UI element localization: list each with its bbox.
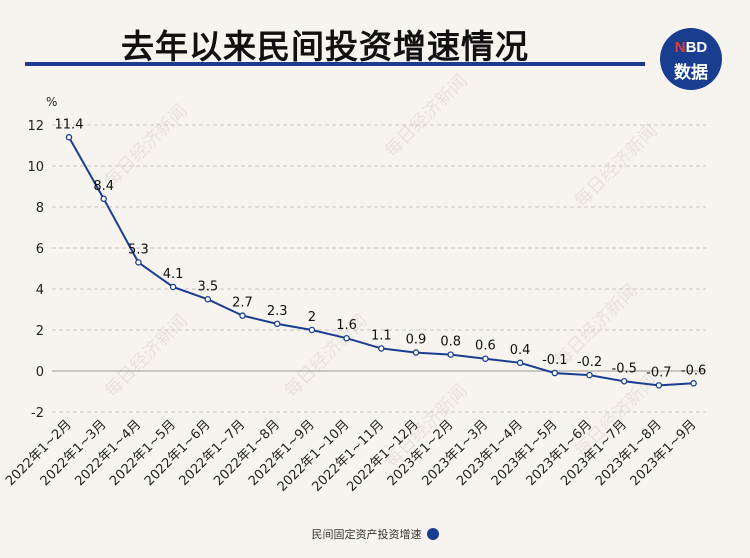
data-point <box>169 283 177 291</box>
data-point <box>100 195 107 203</box>
data-point <box>204 295 212 303</box>
header: 去年以来民间投资增速情况 NBD 数据 <box>0 0 750 90</box>
data-label: 3.5 <box>197 279 218 294</box>
watermark-text: 每日经济新闻 <box>381 71 472 162</box>
data-point <box>516 359 524 367</box>
data-labels: 11.4 8.4 5.3 4.1 3.5 2.7 2.3 2 1.6 1.1 0.9 0.8 0.6 0.… <box>55 117 707 380</box>
data-label: -0.2 <box>577 355 602 370</box>
y-tick-label: 12 <box>27 119 44 134</box>
y-tick-label: -2 <box>31 406 44 421</box>
data-label: 2.3 <box>267 304 288 319</box>
y-tick-label: 10 <box>27 160 44 175</box>
data-label: 5.3 <box>128 242 149 257</box>
data-label: 0.6 <box>475 339 496 354</box>
y-tick-label: 6 <box>36 242 44 257</box>
data-label: 11.4 <box>55 117 84 132</box>
watermark-text: 每日经济新闻 <box>101 311 192 402</box>
y-axis-unit: % <box>46 95 57 109</box>
legend: 民间固定资产投资增速 <box>0 526 750 542</box>
data-point <box>273 320 281 328</box>
data-label: -0.1 <box>542 353 567 368</box>
y-axis: -2 0 2 4 6 8 10 12 <box>27 119 44 421</box>
data-label: -0.5 <box>612 361 637 376</box>
data-label: 1.6 <box>336 318 357 333</box>
logo-subtitle: 数据 <box>674 63 708 83</box>
data-point <box>308 326 316 334</box>
data-point <box>551 369 559 377</box>
data-label: 8.4 <box>93 179 114 194</box>
data-point <box>586 371 593 379</box>
logo-wordmark: NBD <box>660 39 722 56</box>
data-label: 0.8 <box>440 335 461 350</box>
watermark-text: 每日经济新闻 <box>101 101 192 192</box>
y-tick-label: 2 <box>36 324 44 339</box>
y-tick-label: 8 <box>36 201 44 216</box>
data-point <box>378 345 385 352</box>
data-point <box>65 134 73 141</box>
legend-label: 民间固定资产投资增速 <box>311 528 422 541</box>
chart-title: 去年以来民间投资增速情况 <box>121 27 529 66</box>
data-label: 2 <box>308 310 316 325</box>
data-label: -0.6 <box>681 363 706 378</box>
data-label: 0.9 <box>406 333 427 348</box>
logo-letters-bd: BD <box>685 39 708 56</box>
data-label: 1.1 <box>371 328 392 343</box>
data-points <box>65 134 697 389</box>
data-point <box>412 349 420 356</box>
data-point <box>447 351 454 358</box>
data-label: 0.4 <box>510 343 531 358</box>
data-point <box>655 382 663 389</box>
title-underline <box>25 62 645 66</box>
data-label: 2.7 <box>232 296 253 311</box>
y-tick-label: 0 <box>36 365 44 380</box>
data-point <box>135 259 142 266</box>
watermark-text: 每日经济新闻 <box>281 311 372 402</box>
gridlines <box>52 124 706 413</box>
data-point <box>482 355 489 362</box>
data-point <box>343 334 350 342</box>
data-label: -0.7 <box>646 365 671 380</box>
data-point <box>690 380 697 387</box>
data-point <box>620 377 628 385</box>
data-point <box>239 312 246 319</box>
nbd-logo: NBD 数据 <box>660 28 722 90</box>
logo-letter-n: N <box>674 39 686 56</box>
y-tick-label: 4 <box>36 283 44 298</box>
data-label: 4.1 <box>163 267 184 282</box>
legend-marker <box>426 528 439 540</box>
